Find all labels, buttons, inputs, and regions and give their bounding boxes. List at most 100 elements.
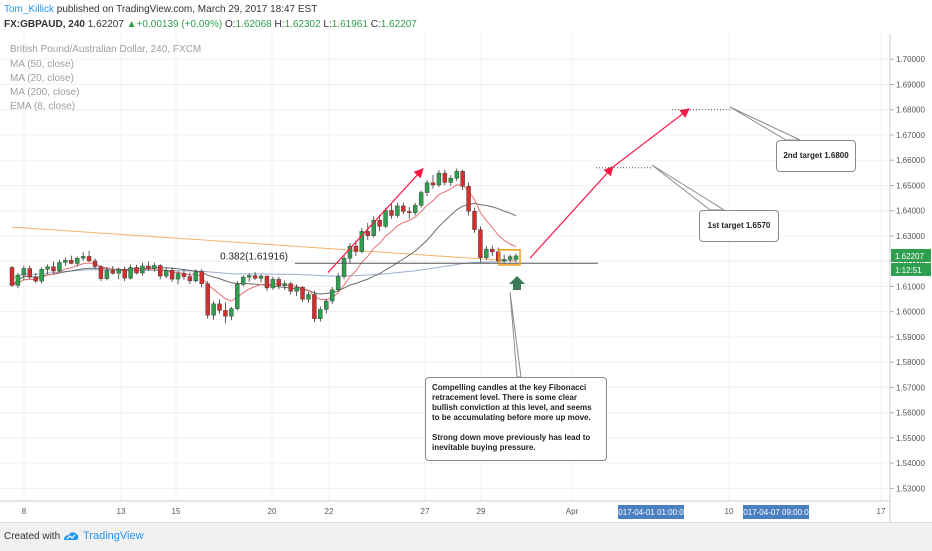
highlight-box <box>498 249 521 266</box>
candle-body <box>235 284 240 309</box>
target-1-arrow <box>529 166 614 259</box>
x-tick-label: 22 <box>325 507 334 516</box>
x-tick-label: 17 <box>877 507 886 516</box>
y-tick-label: 1.63000 <box>896 232 925 241</box>
open-label: O: <box>224 19 236 30</box>
ohlc-line: FX:GBPAUD, 240 1.62207 ▲+0.00139 (+0.09%… <box>4 19 417 30</box>
candle-body <box>318 309 323 319</box>
y-tick-label: 1.58000 <box>896 358 925 367</box>
candle-body <box>270 279 276 289</box>
y-tick-label: 1.70000 <box>896 55 925 64</box>
candle-body <box>448 177 453 183</box>
candle-body <box>496 251 501 262</box>
candle-body <box>211 303 216 316</box>
candle-body <box>347 246 353 259</box>
candle-body <box>128 267 133 279</box>
x-tick-label: 15 <box>172 507 181 516</box>
candle-body <box>276 279 282 286</box>
candle-body <box>466 186 471 212</box>
y-tick-label: 1.59000 <box>896 333 925 342</box>
candle-body <box>353 246 359 252</box>
y-tick-label: 1.64000 <box>896 207 925 216</box>
candle-body <box>312 294 317 319</box>
close-value: 1.62207 <box>380 19 417 30</box>
analysis-note-text-1: Compelling candles at the key Fibonacci … <box>432 383 592 422</box>
legend-title: British Pound/Australian Dollar, 240, FX… <box>10 44 202 55</box>
candle-body <box>45 266 50 270</box>
candle-body <box>389 210 394 216</box>
low-label: L: <box>323 19 332 30</box>
y-tick-label: 1.53000 <box>896 484 925 493</box>
candle-body <box>258 275 264 279</box>
author-link[interactable]: Tom_Killick <box>4 4 55 15</box>
candle-body <box>418 192 424 206</box>
candle-body <box>193 271 199 282</box>
candle-body <box>86 256 92 262</box>
price-change: +0.00139 (+0.09%) <box>136 19 223 30</box>
high-value: 1.62302 <box>284 19 321 30</box>
target-1-pointer <box>651 164 726 211</box>
high-label: H: <box>274 19 285 30</box>
candle-body <box>122 269 127 279</box>
y-tick-label: 1.54000 <box>896 459 925 468</box>
ma20-line <box>11 202 517 295</box>
candle-body <box>329 289 335 302</box>
moving-averages <box>11 184 517 302</box>
candle-body <box>92 260 98 267</box>
candle-body <box>146 265 151 269</box>
candle-body <box>15 274 21 286</box>
candle-body <box>75 257 80 264</box>
candle-body <box>21 268 27 276</box>
close-label: C: <box>370 19 381 30</box>
candles <box>9 168 519 324</box>
buy-signal-arrow-icon <box>509 276 525 290</box>
candle-body <box>306 294 311 300</box>
target-2-note: 2nd target 1.6800 <box>776 140 856 172</box>
tradingview-brand[interactable]: TradingView <box>83 530 144 542</box>
y-tick-label: 1.65000 <box>896 181 925 190</box>
candle-body <box>365 231 370 236</box>
countdown-tag-box <box>891 262 931 276</box>
candle-body <box>282 283 287 286</box>
y-tick-label: 1.60000 <box>896 308 925 317</box>
candle-body <box>395 205 400 216</box>
main-note-pointer <box>509 291 522 378</box>
candle-body <box>484 248 489 258</box>
axes <box>0 34 891 522</box>
candle-body <box>169 270 175 280</box>
candle-body <box>163 270 169 277</box>
analysis-note: Compelling candles at the key Fibonacci … <box>425 377 607 461</box>
candle-body <box>377 220 382 227</box>
price-chart[interactable]: 1.53000 1.54000 1.55000 1.56000 1.57000 1.580… <box>0 34 932 522</box>
time-tag-label: 2017-04-01 01:00:00 <box>614 508 689 517</box>
candle-body <box>158 265 163 277</box>
y-tick-label: 1.57000 <box>896 383 925 392</box>
ma50-line <box>11 259 517 279</box>
candle-body <box>199 271 204 284</box>
candle-body <box>359 231 365 252</box>
countdown-tag: 1:12:51 <box>895 266 922 275</box>
legend-ma20: MA (20, close) <box>10 73 74 84</box>
target-1-note: 1st target 1.6570 <box>699 210 779 242</box>
tradingview-logo-icon <box>64 532 79 540</box>
candle-body <box>264 275 270 289</box>
x-tick-label: 29 <box>477 507 486 516</box>
time-tag-label: 2017-04-07 09:00:00 <box>739 508 814 517</box>
y-tick-label: 1.66000 <box>896 156 925 165</box>
candle-body <box>187 276 193 282</box>
candle-body <box>181 273 187 277</box>
candle-body <box>241 276 246 285</box>
footer: Created with TradingView <box>0 522 932 551</box>
y-tick-label: 1.61000 <box>896 282 925 291</box>
candle-body <box>407 211 412 213</box>
y-tick-label: 1.67000 <box>896 131 925 140</box>
created-with-label: Created with <box>4 531 61 542</box>
candle-body <box>205 283 210 316</box>
candle-body <box>507 256 513 260</box>
candle-body <box>460 171 465 187</box>
time-tag-box <box>743 505 809 519</box>
x-tick-label: 10 <box>725 507 734 516</box>
candle-body <box>288 283 293 292</box>
candle-body <box>175 273 181 280</box>
candle-body <box>294 286 299 292</box>
